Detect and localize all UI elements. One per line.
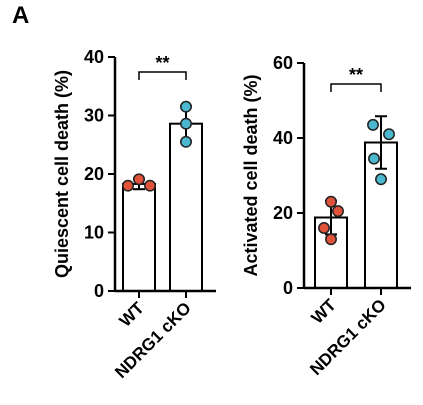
y-tick-label: 10 xyxy=(84,223,104,243)
data-point-cko xyxy=(368,152,380,165)
data-point-cko xyxy=(367,118,379,131)
data-point-wt xyxy=(325,195,337,208)
data-point-cko xyxy=(180,117,192,130)
x-category-label: WT xyxy=(116,298,149,331)
data-point-cko xyxy=(180,135,192,148)
y-tick-label: 40 xyxy=(84,47,104,67)
data-point-cko xyxy=(383,128,395,141)
bar-cko xyxy=(169,122,203,292)
data-point-wt xyxy=(318,222,330,234)
y-tick-label: 0 xyxy=(94,281,104,301)
data-point-wt xyxy=(325,233,337,246)
data-point-cko xyxy=(180,100,192,113)
y-axis-label: Quiescent cell death (%) xyxy=(52,70,72,278)
data-point-cko xyxy=(375,173,387,186)
y-axis-label: Activated cell death (%) xyxy=(241,74,261,276)
y-tick-label: 20 xyxy=(273,203,293,223)
y-tick-label: 0 xyxy=(283,278,293,298)
data-point-wt xyxy=(144,179,156,192)
significance-label: ** xyxy=(349,65,363,85)
x-category-label: WT xyxy=(308,295,341,328)
y-tick-label: 40 xyxy=(273,128,293,148)
significance-bracket xyxy=(330,83,382,92)
y-tick-label: 30 xyxy=(84,106,104,126)
data-point-wt xyxy=(133,173,145,186)
significance-label: ** xyxy=(155,53,169,73)
significance-bracket xyxy=(138,71,187,80)
bar-wt xyxy=(122,182,156,293)
y-tick-label: 20 xyxy=(84,164,104,184)
data-point-wt xyxy=(122,179,134,192)
panel-label: A xyxy=(12,2,30,29)
data-point-wt xyxy=(332,205,344,218)
y-tick-label: 60 xyxy=(273,53,293,73)
